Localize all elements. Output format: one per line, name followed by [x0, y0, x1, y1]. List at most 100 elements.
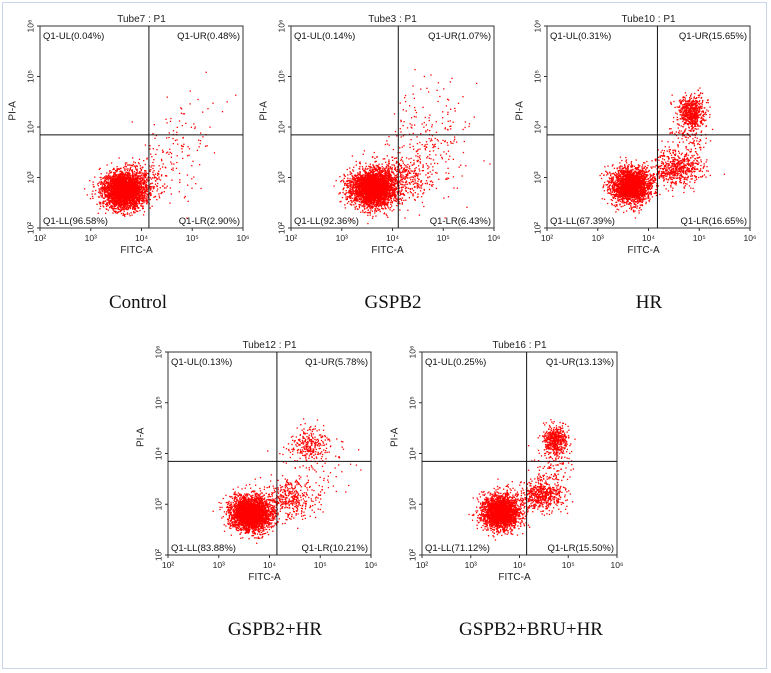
dot	[183, 113, 186, 115]
dot	[140, 181, 142, 183]
dot	[156, 178, 158, 181]
dot	[145, 199, 148, 202]
dot	[103, 206, 105, 208]
dot	[113, 183, 115, 185]
dot	[121, 187, 124, 189]
dot	[105, 205, 108, 208]
dot	[136, 203, 139, 205]
dot	[362, 211, 364, 213]
dot	[104, 191, 107, 193]
dot	[123, 168, 126, 170]
dot	[390, 168, 392, 170]
y-tick-label: 10⁵	[25, 70, 35, 83]
dot	[347, 186, 350, 189]
dot	[131, 202, 133, 204]
dot	[113, 191, 116, 193]
dot	[137, 176, 139, 179]
dot	[125, 166, 128, 168]
dot	[123, 174, 126, 177]
dot	[124, 203, 126, 205]
dot	[127, 168, 129, 170]
dot	[139, 194, 141, 196]
dot	[113, 168, 115, 170]
dot	[114, 189, 117, 191]
dot	[377, 166, 380, 168]
dot	[103, 185, 106, 187]
dot	[149, 186, 151, 188]
dot	[108, 173, 110, 175]
dot	[106, 191, 108, 193]
dot	[104, 200, 106, 203]
dot	[136, 165, 138, 168]
dot	[139, 186, 141, 188]
dot	[92, 197, 94, 200]
dot	[122, 166, 125, 169]
dot	[112, 177, 114, 180]
dot	[113, 207, 115, 209]
dot	[375, 160, 377, 162]
dot	[135, 172, 137, 174]
dot	[171, 179, 173, 181]
dot	[129, 185, 132, 187]
dot	[143, 172, 145, 174]
dot	[117, 175, 120, 178]
dot	[89, 197, 92, 200]
dot	[121, 185, 123, 187]
dot	[100, 189, 102, 191]
dot	[138, 188, 141, 190]
dot	[182, 137, 184, 139]
dot	[146, 189, 148, 192]
dot	[128, 184, 131, 186]
dot	[94, 176, 96, 178]
dot	[124, 178, 126, 180]
dot	[122, 186, 124, 188]
dot	[133, 186, 135, 189]
dot	[113, 179, 115, 181]
dot	[345, 192, 347, 194]
dot	[125, 208, 127, 210]
dot	[146, 190, 149, 193]
dot	[145, 192, 147, 195]
dot	[108, 182, 110, 185]
dot	[123, 196, 125, 198]
dot	[349, 197, 351, 199]
dot	[117, 194, 119, 196]
dot	[369, 206, 371, 208]
dot	[117, 206, 119, 209]
dot	[127, 187, 129, 190]
dot	[138, 195, 141, 197]
dot	[136, 168, 138, 170]
dot	[135, 173, 138, 176]
dot	[159, 187, 161, 189]
dot	[104, 184, 107, 187]
dot	[140, 203, 142, 205]
dot	[369, 169, 372, 171]
dot	[394, 186, 396, 188]
dot	[152, 185, 154, 188]
dot	[350, 218, 352, 220]
dot	[378, 170, 381, 172]
dot	[134, 176, 136, 178]
dot	[141, 197, 143, 199]
dot	[353, 178, 356, 181]
dot	[144, 184, 146, 186]
dot	[108, 189, 111, 191]
dot	[144, 200, 146, 202]
dot	[105, 175, 107, 177]
dot	[116, 178, 119, 180]
dot	[144, 163, 146, 166]
dot	[138, 193, 140, 195]
dot	[115, 190, 118, 192]
dot	[107, 198, 109, 200]
dot	[168, 153, 170, 155]
dot	[101, 186, 103, 189]
dot	[124, 198, 126, 201]
dot	[145, 201, 147, 203]
dot	[149, 189, 152, 191]
dot	[169, 202, 171, 204]
dot	[103, 197, 105, 199]
dot	[111, 187, 113, 189]
dot	[384, 201, 386, 203]
dot	[128, 213, 130, 215]
dot	[125, 182, 127, 184]
